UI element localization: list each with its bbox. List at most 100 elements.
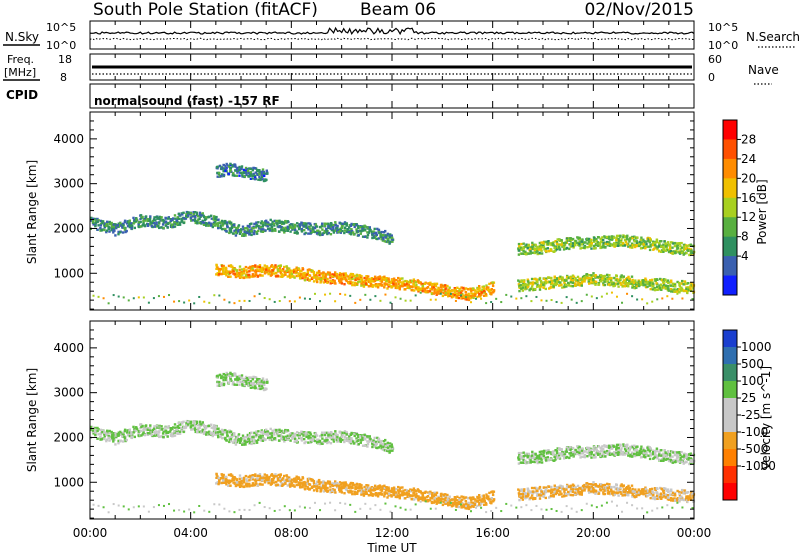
velocity-cell: [399, 486, 402, 489]
power-cell: [347, 282, 351, 285]
power-cell: [470, 301, 473, 304]
velocity-cell: [343, 431, 347, 435]
power-cell: [615, 243, 618, 246]
velocity-cell: [103, 435, 106, 438]
power-cell: [239, 228, 243, 231]
power-cell: [367, 277, 371, 281]
power-cell: [576, 236, 579, 239]
power-cell: [251, 174, 255, 177]
velocity-cell: [369, 488, 372, 491]
power-cell: [461, 289, 464, 292]
power-cell: [260, 227, 263, 231]
power-cell: [151, 221, 154, 225]
power-cell: [150, 224, 153, 228]
power-cell: [414, 286, 417, 290]
power-cell: [371, 234, 374, 237]
velocity-cell: [336, 435, 339, 439]
power-cell: [142, 296, 145, 299]
velocity-cell: [312, 485, 316, 488]
power-cell: [227, 165, 231, 168]
power-cell: [365, 277, 369, 280]
power-cell: [615, 277, 619, 281]
power-cell: [633, 286, 636, 290]
power-cell: [585, 293, 588, 296]
velocity-cell: [318, 440, 321, 443]
velocity-cell: [419, 490, 422, 494]
velocity-cell: [260, 479, 264, 482]
power-cell: [345, 222, 348, 225]
power-cell: [157, 295, 160, 298]
nsky-panel: N.Sky 10^5 10^0 10^5 10^0 N.Search: [3, 20, 800, 52]
power-cell: [536, 252, 539, 256]
power-cell: [526, 247, 529, 250]
velocity-cell: [122, 431, 125, 434]
velocity-cell: [338, 430, 341, 433]
velocity-cell: [146, 428, 149, 431]
velocity-cell: [461, 498, 464, 501]
power-cell: [92, 294, 95, 297]
velocity-cell: [176, 426, 179, 430]
power-cell: [267, 269, 270, 272]
power-cell: [449, 292, 452, 295]
power-cell: [363, 224, 366, 227]
velocity-cell: [297, 477, 300, 480]
power-cell: [225, 229, 228, 233]
power-cell: [283, 270, 286, 274]
power-cell: [218, 270, 221, 273]
power-cell: [396, 285, 399, 288]
velocity-cell: [464, 496, 468, 499]
power-cell: [500, 301, 503, 304]
power-cell: [557, 284, 561, 287]
velocity-cell: [250, 437, 253, 440]
velocity-cell: [290, 480, 293, 483]
power-cell: [303, 228, 306, 232]
velocity-cell: [367, 440, 371, 443]
velocity-cell: [231, 441, 235, 444]
power-cell: [548, 276, 551, 279]
power-cell: [540, 241, 543, 244]
velocity-cell: [464, 500, 468, 503]
power-cell: [558, 247, 561, 250]
velocity-cell: [227, 473, 231, 477]
velocity-cell: [371, 487, 374, 490]
power-cell: [252, 275, 255, 278]
power-cell: [588, 276, 591, 280]
velocity-cell: [221, 430, 224, 433]
velocity-cell: [329, 436, 332, 439]
power-cell: [600, 295, 603, 298]
power-cell: [289, 274, 293, 277]
power-cell: [680, 282, 683, 285]
power-cell: [132, 216, 135, 220]
power-cell: [334, 229, 337, 232]
power-cell: [324, 277, 327, 280]
power-cell: [525, 243, 528, 246]
power-cell: [665, 280, 668, 283]
velocity-cell: [325, 436, 328, 440]
power-cell: [279, 271, 282, 274]
velocity-cell: [321, 442, 324, 445]
power-cell: [551, 281, 554, 284]
power-cell: [578, 236, 581, 240]
velocity-cell: [319, 490, 322, 493]
power-cell: [292, 225, 295, 228]
velocity-cell: [297, 481, 301, 484]
velocity-cell: [412, 487, 416, 490]
power-cell: [285, 221, 288, 224]
velocity-cell: [345, 431, 348, 434]
velocity-cell: [234, 484, 238, 488]
power-cell: [326, 281, 329, 284]
power-cell: [221, 221, 224, 224]
power-cell: [576, 275, 580, 279]
power-cell: [633, 245, 637, 249]
power-cell: [298, 223, 301, 226]
power-cell: [673, 283, 677, 287]
power-cell: [467, 296, 470, 300]
power-cell: [488, 288, 491, 292]
power-cell: [199, 214, 202, 217]
velocity-cell: [469, 503, 472, 507]
power-cell: [533, 247, 536, 250]
power-cell: [543, 277, 546, 280]
velocity-cell: [126, 431, 129, 434]
velocity-cell: [238, 480, 241, 483]
velocity-cell: [110, 430, 113, 434]
